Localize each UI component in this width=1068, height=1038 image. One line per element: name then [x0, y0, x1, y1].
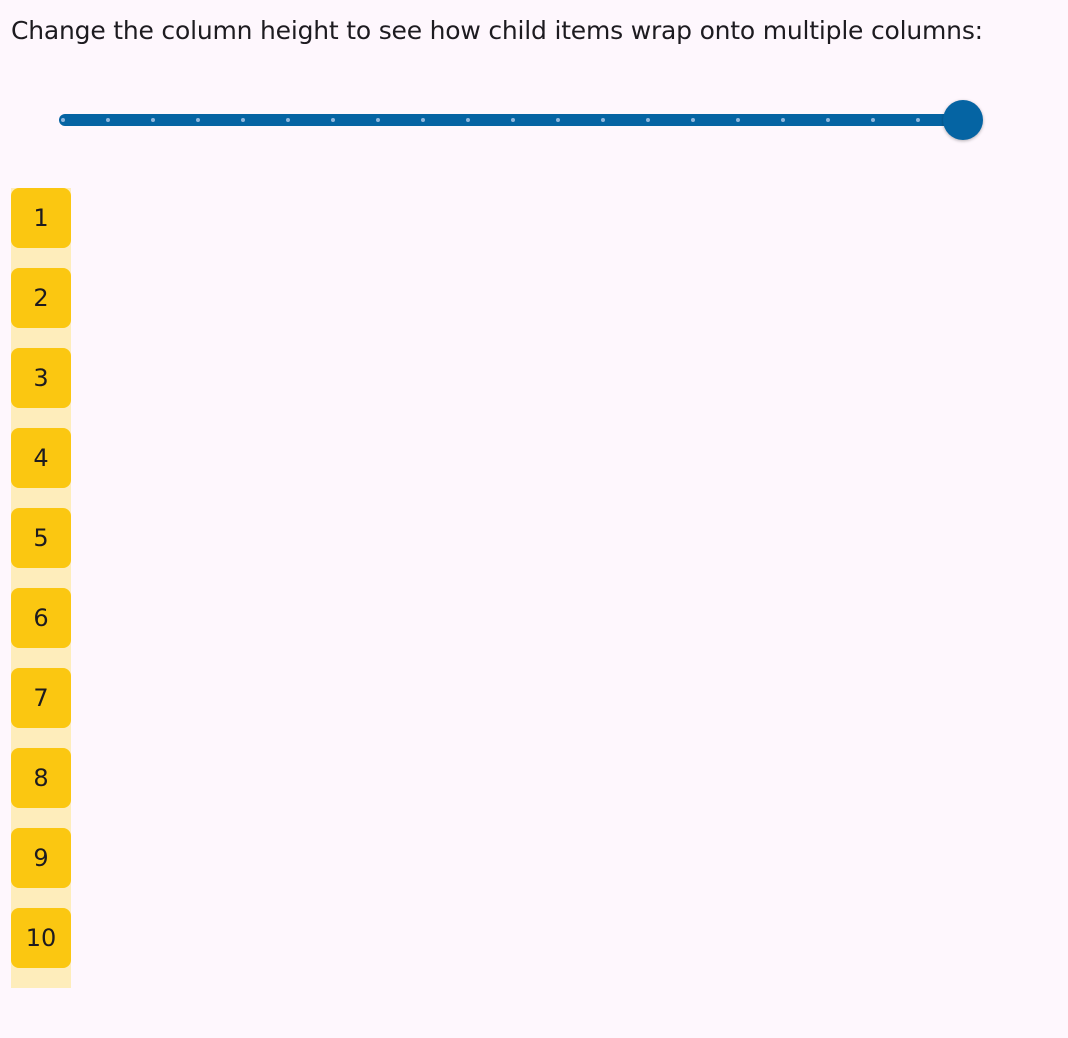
slider-tick: [61, 118, 65, 122]
column-item: 6: [11, 588, 71, 648]
slider-tick: [601, 118, 605, 122]
column-item: 1: [11, 188, 71, 248]
slider-tick: [781, 118, 785, 122]
slider-tick: [511, 118, 515, 122]
slider-tick: [106, 118, 110, 122]
column-item: 7: [11, 668, 71, 728]
slider-tick: [916, 118, 920, 122]
column-item: 5: [11, 508, 71, 568]
column-item: 3: [11, 348, 71, 408]
column-height-slider[interactable]: [40, 100, 1004, 140]
wrap-column: 1 2 3 4 5 6 7 8 9 10: [11, 188, 71, 988]
column-item: 9: [11, 828, 71, 888]
slider-tick: [241, 118, 245, 122]
column-item: 2: [11, 268, 71, 328]
column-item: 10: [11, 908, 71, 968]
slider-tick: [196, 118, 200, 122]
slider-tick: [466, 118, 470, 122]
slider-tick: [871, 118, 875, 122]
column-item: 4: [11, 428, 71, 488]
slider-tick: [331, 118, 335, 122]
slider-tick: [826, 118, 830, 122]
slider-tick: [421, 118, 425, 122]
instruction-text: Change the column height to see how chil…: [11, 16, 983, 45]
slider-tick: [286, 118, 290, 122]
slider-tick: [691, 118, 695, 122]
slider-thumb[interactable]: [943, 100, 983, 140]
slider-tick: [376, 118, 380, 122]
slider-tick: [556, 118, 560, 122]
column-item: 8: [11, 748, 71, 808]
slider-tick: [736, 118, 740, 122]
slider-tick: [151, 118, 155, 122]
slider-tick: [646, 118, 650, 122]
